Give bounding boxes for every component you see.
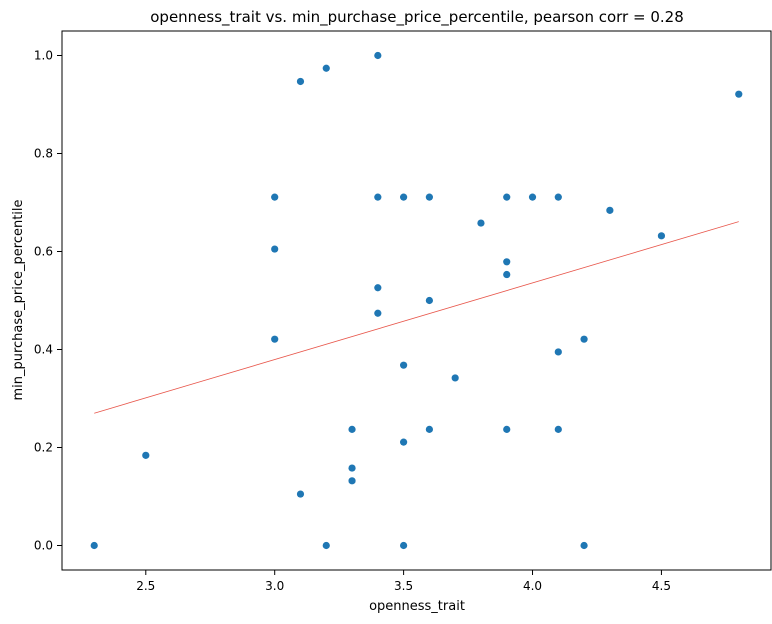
data-point — [503, 258, 511, 266]
data-point — [322, 541, 330, 550]
data-point — [374, 51, 382, 60]
y-tick-label: 0.6 — [34, 245, 53, 259]
x-axis: 2.5 3.0 3.5 4.0 4.5 — [136, 570, 671, 593]
x-tick-label: 3.5 — [394, 579, 413, 593]
data-point — [425, 296, 433, 305]
data-point — [322, 64, 330, 72]
points-layer — [90, 51, 743, 550]
y-tick-label: 0.8 — [34, 147, 53, 161]
data-point — [142, 451, 150, 459]
y-tick-label: 0.2 — [34, 441, 53, 455]
data-point — [425, 425, 433, 433]
data-point — [451, 374, 459, 382]
y-axis-label: min_purchase_price_percentile — [11, 199, 26, 400]
data-point — [554, 193, 562, 201]
x-tick-label: 3.0 — [265, 579, 284, 593]
data-point — [271, 245, 279, 253]
x-tick-label: 4.5 — [652, 579, 671, 593]
data-point — [374, 193, 382, 201]
data-point — [348, 477, 356, 485]
trendline-layer — [94, 221, 739, 414]
data-point — [503, 193, 511, 201]
data-point — [400, 541, 408, 550]
data-point — [606, 206, 614, 214]
data-point — [271, 193, 279, 201]
data-point — [528, 193, 537, 201]
x-tick-label: 2.5 — [136, 579, 155, 593]
plot-frame — [61, 30, 772, 571]
data-point — [580, 335, 588, 343]
data-point — [400, 193, 408, 201]
data-point — [503, 425, 511, 433]
trendline — [94, 221, 739, 414]
data-point — [503, 270, 511, 279]
data-point — [477, 219, 485, 227]
data-point — [296, 490, 305, 498]
data-point — [374, 284, 382, 292]
data-point — [554, 348, 562, 356]
x-axis-label: openness_trait — [369, 599, 465, 614]
x-tick-label: 4.0 — [523, 579, 542, 593]
chart-title: openness_trait vs. min_purchase_price_pe… — [150, 8, 683, 27]
data-point — [271, 335, 279, 343]
data-point — [735, 90, 743, 98]
data-point — [90, 541, 98, 550]
data-point — [425, 193, 433, 201]
data-point — [400, 438, 408, 446]
data-point — [554, 425, 562, 433]
data-point — [400, 361, 408, 369]
y-tick-label: 1.0 — [34, 49, 53, 63]
data-point — [657, 232, 666, 240]
data-point — [374, 309, 382, 317]
data-point — [348, 425, 356, 433]
y-tick-label: 0.4 — [34, 343, 53, 357]
data-point — [348, 464, 356, 472]
y-axis: 0.0 0.2 0.4 0.6 0.8 1.0 — [34, 49, 62, 553]
data-point — [296, 77, 305, 86]
y-tick-label: 0.0 — [34, 539, 53, 553]
data-point — [580, 541, 588, 550]
